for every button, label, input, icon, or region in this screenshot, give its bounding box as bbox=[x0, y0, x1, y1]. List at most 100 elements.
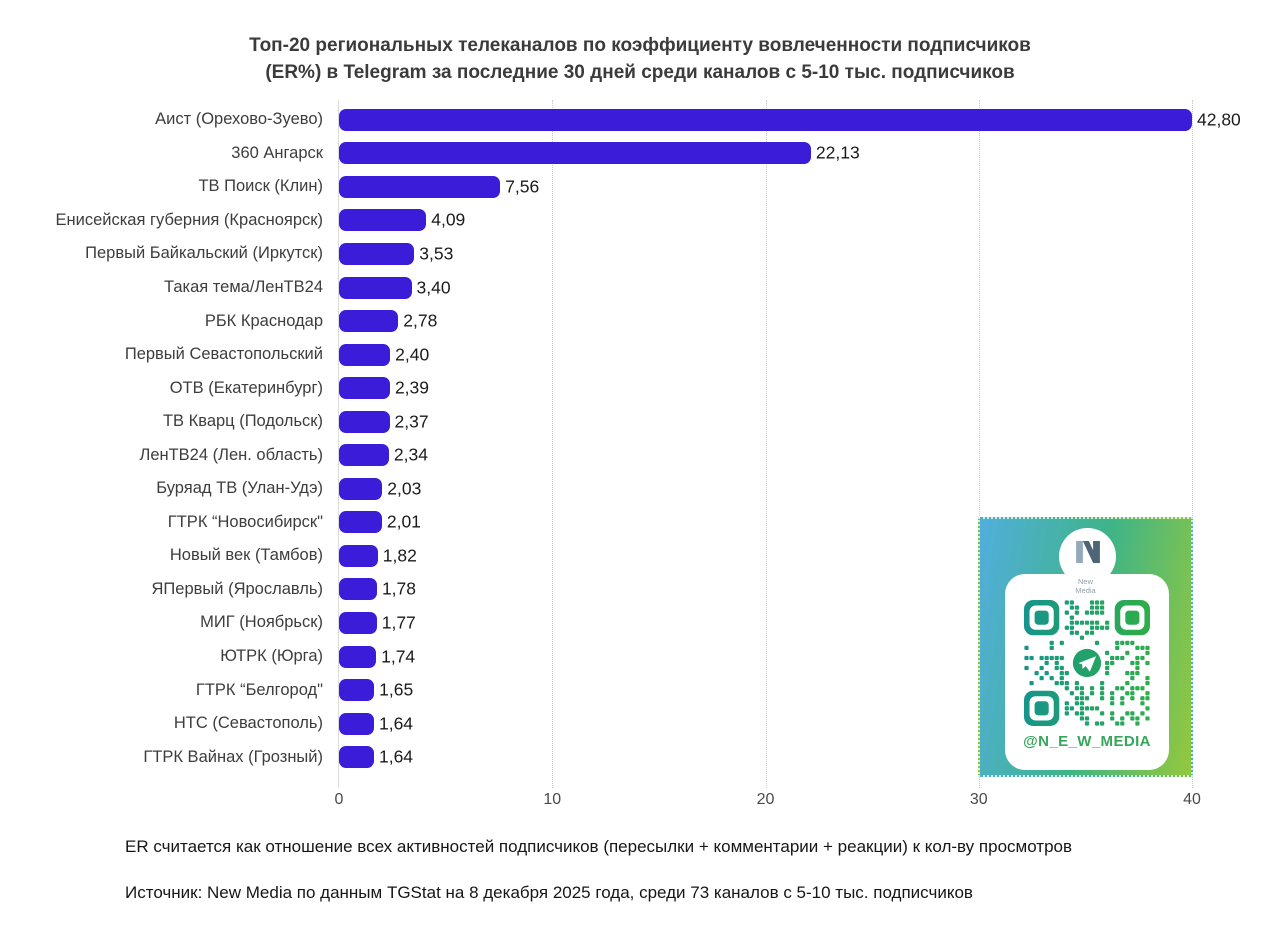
bar-track: 3,53 bbox=[339, 242, 1192, 265]
chart-title: Топ-20 региональных телеканалов по коэфф… bbox=[0, 32, 1280, 86]
bar-track: 1,64 bbox=[339, 712, 1192, 735]
bar-track: 2,40 bbox=[339, 343, 1192, 366]
bar-rows: Аист (Орехово-Зуево) 42,80 360 Ангарск 2… bbox=[0, 103, 1280, 774]
bar-track: 2,37 bbox=[339, 410, 1192, 433]
category-label: 360 Ангарск bbox=[231, 143, 323, 162]
x-tick-label: 20 bbox=[756, 791, 775, 808]
value-label: 3,40 bbox=[416, 277, 451, 297]
chart-row: ГТРК Вайнах (Грозный) 1,64 bbox=[0, 740, 1280, 774]
plot-area bbox=[338, 100, 1193, 788]
bar bbox=[339, 578, 377, 601]
bar-track: 1,65 bbox=[339, 679, 1192, 702]
chart-row: Первый Севастопольский 2,40 bbox=[0, 338, 1280, 372]
category-label: ЛенТВ24 (Лен. область) bbox=[139, 445, 323, 464]
gridline bbox=[1192, 100, 1193, 788]
category-label: НТС (Севастополь) bbox=[173, 714, 323, 733]
bar bbox=[339, 511, 382, 534]
chart-row: ТВ Поиск (Клин) 7,56 bbox=[0, 170, 1280, 204]
footnote-source: Источник: New Media по данным TGStat на … bbox=[125, 883, 973, 902]
bar bbox=[339, 108, 1192, 131]
value-label: 1,64 bbox=[378, 746, 414, 767]
bar-track: 42,80 bbox=[339, 108, 1241, 131]
footnote-er-definition: ER считается как отношение всех активнос… bbox=[125, 837, 1073, 856]
new-media-logo-text: New Media bbox=[1075, 577, 1096, 595]
bar bbox=[339, 209, 427, 232]
category-label: Первый Севастопольский bbox=[124, 345, 323, 364]
category-label: ТВ Кварц (Подольск) bbox=[162, 412, 323, 431]
bar bbox=[339, 679, 375, 702]
bar bbox=[339, 343, 391, 366]
new-media-n-icon bbox=[1075, 540, 1100, 564]
chart-row: Такая тема/ЛенТВ24 3,40 bbox=[0, 271, 1280, 305]
value-label: 2,34 bbox=[393, 444, 428, 465]
chart-row: Новый век (Тамбов) 1,82 bbox=[0, 539, 1280, 573]
x-axis-ticks: 0 10 20 30 40 bbox=[335, 791, 1201, 811]
bar-track: 3,40 bbox=[339, 276, 1192, 299]
bar-track: 1,78 bbox=[339, 578, 1192, 601]
bar-track: 1,82 bbox=[339, 544, 1192, 567]
value-label: 2,37 bbox=[394, 411, 429, 432]
chart-row: 360 Ангарск 22,13 bbox=[0, 137, 1280, 171]
value-label: 2,40 bbox=[395, 344, 430, 365]
category-label: ТВ Поиск (Клин) bbox=[198, 177, 323, 196]
value-label: 1,64 bbox=[378, 713, 414, 734]
category-label: Енисейская губерния (Красноярск) bbox=[55, 210, 324, 229]
bar-track: 7,56 bbox=[339, 175, 1192, 198]
chart-row: НТС (Севастополь) 1,64 bbox=[0, 707, 1280, 741]
category-label: ЮТРК (Юрга) bbox=[220, 647, 323, 666]
chart-row: ТВ Кварц (Подольск) 2,37 bbox=[0, 405, 1280, 439]
x-tick-label: 10 bbox=[543, 791, 562, 808]
value-label: 3,53 bbox=[419, 243, 454, 264]
telegram-handle: @N_E_W_MEDIA bbox=[1023, 733, 1151, 750]
category-label: ОТВ (Екатеринбург) bbox=[169, 378, 323, 397]
chart-row: Буряад ТВ (Улан-Удэ) 2,03 bbox=[0, 472, 1280, 506]
category-label: ГТРК “Новосибирск" bbox=[167, 512, 323, 531]
bar-track: 2,03 bbox=[339, 477, 1192, 500]
value-label: 2,03 bbox=[387, 478, 422, 499]
value-label: 1,74 bbox=[381, 646, 416, 667]
y-axis-line bbox=[338, 100, 339, 788]
chart-row: ЛенТВ24 (Лен. область) 2,34 bbox=[0, 438, 1280, 472]
bar bbox=[339, 444, 389, 467]
bar bbox=[339, 645, 377, 668]
bar bbox=[339, 544, 378, 567]
bar-track: 2,39 bbox=[339, 377, 1192, 400]
chart-row: ЯПервый (Ярославль) 1,78 bbox=[0, 573, 1280, 607]
value-label: 2,78 bbox=[403, 310, 438, 331]
bar bbox=[339, 175, 501, 198]
bar bbox=[339, 276, 412, 299]
bar-track: 1,77 bbox=[339, 611, 1192, 634]
category-label: Новый век (Тамбов) bbox=[169, 546, 323, 565]
category-label: Аист (Орехово-Зуево) bbox=[155, 110, 323, 129]
bar bbox=[339, 712, 374, 735]
value-label: 4,09 bbox=[431, 209, 466, 230]
gridline bbox=[765, 100, 767, 788]
category-label: РБК Краснодар bbox=[204, 311, 323, 330]
chart-row: Аист (Орехово-Зуево) 42,80 bbox=[0, 103, 1280, 137]
chart-row: РБК Краснодар 2,78 bbox=[0, 304, 1280, 338]
x-tick-label: 30 bbox=[969, 791, 988, 808]
value-label: 1,78 bbox=[381, 578, 417, 599]
new-media-logo-badge bbox=[1059, 528, 1116, 585]
bar-track: 2,01 bbox=[339, 511, 1192, 534]
category-label: ЯПервый (Ярославль) bbox=[151, 579, 323, 598]
value-label: 1,77 bbox=[381, 612, 416, 633]
category-label: Такая тема/ЛенТВ24 bbox=[164, 278, 323, 296]
chart-row: МИГ (Ноябрьск) 1,77 bbox=[0, 606, 1280, 640]
value-label: 2,39 bbox=[394, 377, 430, 398]
chart-row: ГТРК “Новосибирск" 2,01 bbox=[0, 506, 1280, 540]
value-label: 2,01 bbox=[386, 511, 421, 532]
value-label: 1,65 bbox=[379, 679, 414, 700]
bar bbox=[339, 310, 399, 333]
category-label: Буряад ТВ (Улан-Удэ) bbox=[156, 479, 323, 498]
bar-track: 2,78 bbox=[339, 310, 1192, 333]
chart-row: ГТРК “Белгород" 1,65 bbox=[0, 673, 1280, 707]
value-label: 7,56 bbox=[505, 176, 540, 197]
chart-row: Енисейская губерния (Красноярск) 4,09 bbox=[0, 204, 1280, 238]
category-label: МИГ (Ноябрьск) bbox=[200, 613, 323, 632]
category-label: ГТРК Вайнах (Грозный) bbox=[143, 747, 323, 766]
bar-track: 2,34 bbox=[339, 444, 1192, 467]
value-label: 42,80 bbox=[1197, 109, 1241, 130]
bar bbox=[339, 611, 377, 634]
bar-track: 1,64 bbox=[339, 746, 1192, 769]
